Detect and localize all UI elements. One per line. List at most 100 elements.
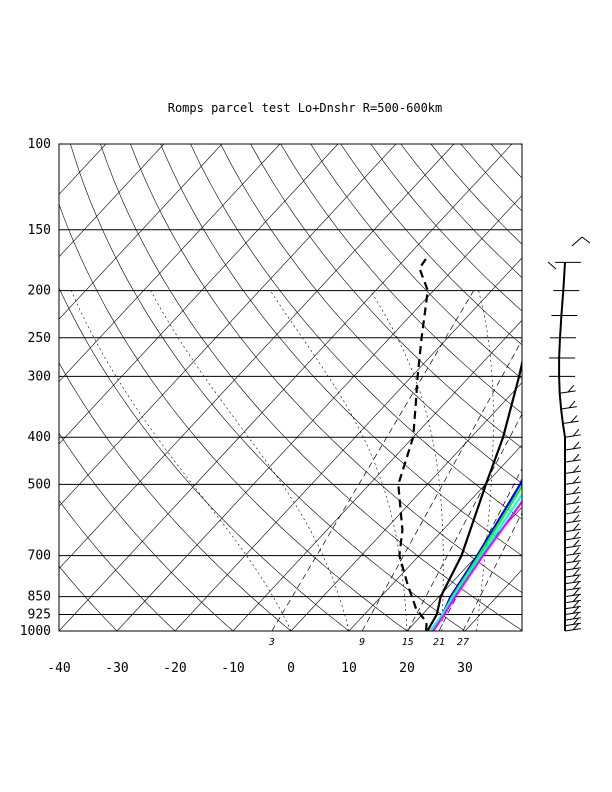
isotherm-line: [174, 257, 522, 631]
mixing-ratio-label: 3: [268, 637, 275, 648]
wind-barb-flag: [572, 561, 580, 570]
wind-barb-flag: [572, 606, 580, 614]
dry-adiabat-line: [490, 144, 522, 179]
dry-adiabat-line: [310, 144, 522, 380]
isotherm-line: [59, 144, 107, 195]
isotherm-line: [523, 144, 612, 631]
dry-adiabat-line: [59, 432, 234, 631]
grid-layer: [59, 144, 612, 631]
wind-barb: [571, 236, 583, 247]
wind-barb-flag: [570, 415, 578, 423]
temperature-profile-line: [429, 477, 522, 631]
dry-adiabat-line: [220, 144, 522, 484]
wind-barb-flag: [568, 400, 576, 409]
pressure-tick-label: 400: [28, 430, 51, 445]
pressure-tick-label: 100: [28, 137, 51, 152]
isotherm-line: [59, 144, 281, 382]
wind-barb: [547, 261, 557, 270]
isotherm-line: [406, 506, 522, 631]
isotherm-line: [464, 569, 522, 631]
temperature-profile-line: [432, 499, 522, 631]
isobar-layer: [59, 143, 522, 632]
pressure-tick-label: 300: [28, 369, 51, 384]
wind-barb-flag: [572, 428, 580, 437]
pressure-tick-label: 200: [28, 284, 51, 299]
mixing-ratio-label: 15: [402, 637, 414, 648]
wind-barb-flag: [572, 453, 580, 462]
wind-barb: [581, 236, 591, 244]
dry-adiabat-line: [70, 144, 466, 631]
dry-adiabat-line: [130, 144, 522, 593]
isotherm-line: [116, 195, 522, 631]
wind-barb-flag: [572, 600, 580, 609]
plot-frame: [58, 143, 523, 632]
isotherm-line: [290, 382, 522, 631]
temperature-tick-label: 20: [399, 661, 415, 676]
wind-barb-flag: [572, 476, 580, 484]
temperature-tick-label: -40: [47, 661, 70, 676]
isotherm-line: [59, 144, 339, 445]
wind-barb-flag: [572, 496, 580, 504]
mixing-ratio-line: [407, 413, 522, 631]
dry-adiabat-line: [250, 144, 522, 449]
pressure-tick-label: 500: [28, 477, 51, 492]
wind-barb-flag: [572, 514, 580, 523]
dry-adiabat-line: [59, 287, 350, 631]
moist-adiabat-line: [370, 290, 444, 631]
isotherm-line: [232, 319, 522, 631]
isotherm-line: [59, 144, 455, 570]
chart-title: Romps parcel test Lo+Dnshr R=500-600km: [168, 101, 443, 115]
dry-adiabat-line: [100, 144, 522, 631]
wind-barb-flag: [572, 575, 580, 584]
wind-barb-flag: [572, 611, 580, 620]
dry-adiabat-line: [59, 499, 176, 631]
temperature-profile-line: [429, 483, 522, 631]
pressure-tick-label: 150: [28, 223, 51, 238]
moist-adiabat-line: [70, 290, 292, 631]
wind-barb-flag: [572, 531, 580, 540]
temperature-tick-label: 0: [287, 661, 295, 676]
wind-barb-flag: [572, 568, 580, 577]
series-layer: [397, 255, 522, 631]
pressure-tick-label: 700: [28, 549, 51, 564]
isotherm-line: [59, 144, 165, 258]
mixing-ratio-line: [271, 290, 474, 631]
wind-barb-flag: [572, 547, 580, 555]
dry-adiabat-line: [280, 144, 522, 414]
wind-barb-flag: [567, 384, 575, 393]
wind-barb-flag: [572, 505, 580, 514]
temperature-tick-label: 30: [457, 661, 473, 676]
dry-adiabat-line: [190, 144, 522, 520]
isotherm-line: [348, 444, 522, 631]
wind-barb-flag: [572, 594, 580, 603]
temperature-tick-label: -10: [221, 661, 244, 676]
wind-barb-column: [547, 236, 591, 632]
wind-barb-shaft: [558, 262, 566, 631]
moist-adiabat-line: [476, 290, 494, 631]
isotherm-line: [59, 144, 513, 631]
temperature-tick-label: -30: [105, 661, 128, 676]
mixing-ratio-label: 9: [359, 637, 365, 648]
dry-adiabat-line: [59, 362, 292, 631]
wind-barb-flag: [572, 617, 580, 625]
wind-barb-flag: [572, 554, 580, 563]
temperature-tick-label: 10: [341, 661, 357, 676]
wind-barb-flag: [572, 588, 580, 596]
moist-adiabat-line: [150, 290, 350, 631]
wind-barb-flag: [572, 465, 580, 473]
dry-adiabat-line: [430, 144, 522, 245]
temperature-profile-line: [429, 492, 522, 631]
wind-barb-flag: [572, 441, 580, 450]
pressure-tick-label: 925: [28, 608, 51, 623]
isotherm-line: [59, 144, 223, 320]
dewpoint-profile-line: [397, 255, 429, 631]
wind-barb-flag: [572, 539, 580, 548]
temperature-profile-line: [426, 358, 522, 631]
label-layer: 3 9 15 21 2710015020025030040050070085092510…: [20, 137, 473, 676]
moist-adiabat-line: [270, 290, 408, 631]
wind-barb-flag: [572, 581, 580, 590]
mixing-ratio-label: 27: [457, 637, 469, 648]
mixing-ratio-line: [462, 511, 522, 631]
dry-adiabat-line: [59, 565, 118, 631]
